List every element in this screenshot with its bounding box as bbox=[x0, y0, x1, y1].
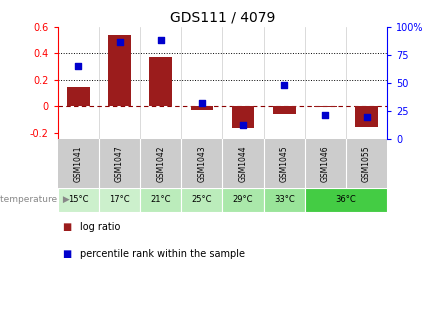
Title: GDS111 / 4079: GDS111 / 4079 bbox=[170, 10, 275, 24]
Text: log ratio: log ratio bbox=[80, 222, 121, 232]
Text: GSM1043: GSM1043 bbox=[198, 145, 206, 182]
Point bbox=[363, 114, 370, 120]
Point bbox=[281, 83, 288, 88]
Text: GSM1044: GSM1044 bbox=[239, 145, 247, 182]
Text: 29°C: 29°C bbox=[233, 195, 253, 204]
Text: 25°C: 25°C bbox=[192, 195, 212, 204]
Text: 21°C: 21°C bbox=[150, 195, 171, 204]
Point bbox=[239, 122, 247, 127]
Bar bbox=[140, 187, 182, 212]
Text: temperature  ▶: temperature ▶ bbox=[0, 195, 70, 204]
Text: GSM1047: GSM1047 bbox=[115, 145, 124, 182]
Text: 33°C: 33°C bbox=[274, 195, 295, 204]
Bar bbox=[355, 106, 378, 127]
Bar bbox=[222, 187, 263, 212]
Point bbox=[198, 101, 206, 106]
Bar bbox=[58, 187, 99, 212]
Point bbox=[75, 64, 82, 69]
Bar bbox=[264, 187, 305, 212]
Bar bbox=[182, 187, 222, 212]
Text: ■: ■ bbox=[62, 222, 72, 232]
Bar bbox=[190, 106, 213, 110]
Bar bbox=[232, 106, 255, 128]
Point bbox=[322, 112, 329, 117]
Bar bbox=[314, 106, 337, 107]
Text: GSM1041: GSM1041 bbox=[74, 145, 83, 182]
Point bbox=[157, 38, 164, 43]
Bar bbox=[108, 35, 131, 106]
Text: GSM1055: GSM1055 bbox=[362, 145, 371, 182]
Bar bbox=[305, 187, 387, 212]
Text: 17°C: 17°C bbox=[109, 195, 130, 204]
Text: GSM1045: GSM1045 bbox=[280, 145, 289, 182]
Text: ■: ■ bbox=[62, 249, 72, 259]
Text: GSM1046: GSM1046 bbox=[321, 145, 330, 182]
Point bbox=[116, 39, 123, 44]
Text: percentile rank within the sample: percentile rank within the sample bbox=[80, 249, 245, 259]
Bar bbox=[99, 187, 140, 212]
Bar bbox=[150, 57, 172, 106]
Bar bbox=[67, 87, 90, 106]
Text: GSM1042: GSM1042 bbox=[156, 145, 165, 182]
Text: 15°C: 15°C bbox=[68, 195, 89, 204]
Bar bbox=[273, 106, 295, 114]
Text: 36°C: 36°C bbox=[336, 195, 356, 204]
